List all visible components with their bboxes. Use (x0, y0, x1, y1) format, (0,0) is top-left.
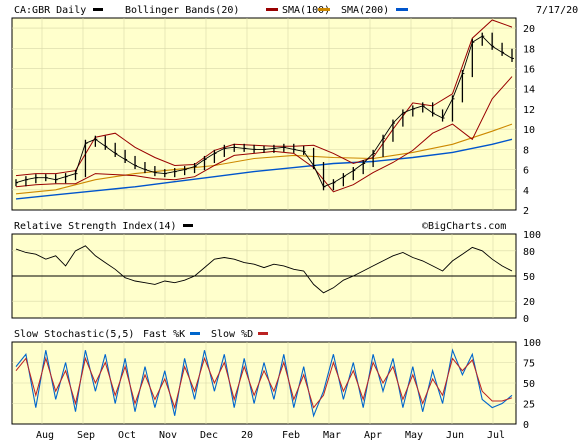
y-tick-label: 10 (523, 125, 535, 136)
y-tick-label: 25 (523, 400, 535, 411)
x-tick-label: Apr (364, 430, 382, 441)
series-layer (12, 19, 516, 418)
legend-swatch-price (93, 8, 103, 11)
x-tick-label: Sep (77, 430, 95, 441)
legend-label-price: CA:GBR Daily (14, 5, 86, 16)
chart-date: 7/17/20 (536, 5, 578, 16)
y-tick-label: 16 (523, 65, 535, 76)
legend-label-sma200: SMA(200) (341, 5, 389, 16)
y-tick-label: 4 (523, 186, 529, 197)
legend-label-sma100: SMA(100) (282, 5, 330, 16)
legend-swatch-fast-k (190, 332, 200, 335)
legend-swatch-slow-d (258, 332, 268, 335)
y-tick-label: 2 (523, 206, 529, 217)
x-tick-label: Nov (159, 430, 177, 441)
price-legend: CA:GBR Daily Bollinger Bands(20) SMA(100… (14, 5, 578, 16)
y-tick-label: 20 (523, 297, 535, 308)
rsi-header: Relative Strength Index(14) ©BigCharts.c… (14, 221, 506, 232)
y-tick-label: 8 (523, 145, 529, 156)
legend-label-slow-d: Slow %D (211, 329, 253, 340)
y-tick-label: 0 (523, 420, 529, 431)
legend-label-bollinger: Bollinger Bands(20) (125, 5, 239, 16)
y-tick-label: 80 (523, 247, 535, 258)
stochastic-title: Slow Stochastic(5,5) (14, 329, 134, 340)
legend-swatch-sma100 (318, 8, 330, 11)
y-tick-label: 50 (523, 272, 535, 283)
rsi-legend-swatch (183, 224, 193, 227)
x-tick-label: Mar (323, 430, 341, 441)
x-tick-label: Dec (200, 430, 218, 441)
stochastic-header: Slow Stochastic(5,5) Fast %K Slow %D (14, 329, 268, 340)
y-tick-label: 100 (523, 230, 541, 241)
y-tick-label: 6 (523, 166, 529, 177)
y-tick-label: 20 (523, 24, 535, 35)
x-tick-label: 20 (241, 430, 253, 441)
fast-k-line (15, 348, 513, 418)
y-tick-label: 100 (523, 338, 541, 349)
sma100-line (15, 123, 513, 195)
x-tick-label: May (405, 430, 423, 441)
y-tick-label: 18 (523, 44, 535, 55)
y-tick-label: 14 (523, 85, 535, 96)
x-tick-label: Jul (487, 430, 505, 441)
axis-layer: 2 4 6 8 10 12 14 16 18 20 0 20 50 80 100 0 25 50 75 100 Aug S… (36, 24, 541, 441)
y-tick-label: 0 (523, 314, 529, 325)
rsi-title: Relative Strength Index(14) (14, 221, 177, 232)
x-tick-label: Aug (36, 430, 54, 441)
legend-swatch-bollinger (266, 8, 278, 11)
x-tick-label: Jun (446, 430, 464, 441)
y-tick-label: 12 (523, 105, 535, 116)
slow-d-line (15, 356, 513, 410)
x-tick-label: Oct (118, 430, 136, 441)
rsi-line (15, 245, 513, 294)
bollinger-upper-line (15, 19, 513, 177)
x-tick-label: Feb (282, 430, 300, 441)
legend-swatch-sma200 (396, 8, 408, 11)
y-tick-label: 50 (523, 379, 535, 390)
y-tick-label: 75 (523, 359, 535, 370)
price-line (15, 35, 513, 188)
sma200-line (15, 138, 513, 200)
watermark: ©BigCharts.com (422, 221, 506, 232)
legend-label-fast-k: Fast %K (143, 329, 185, 340)
grid-layer (12, 18, 516, 424)
